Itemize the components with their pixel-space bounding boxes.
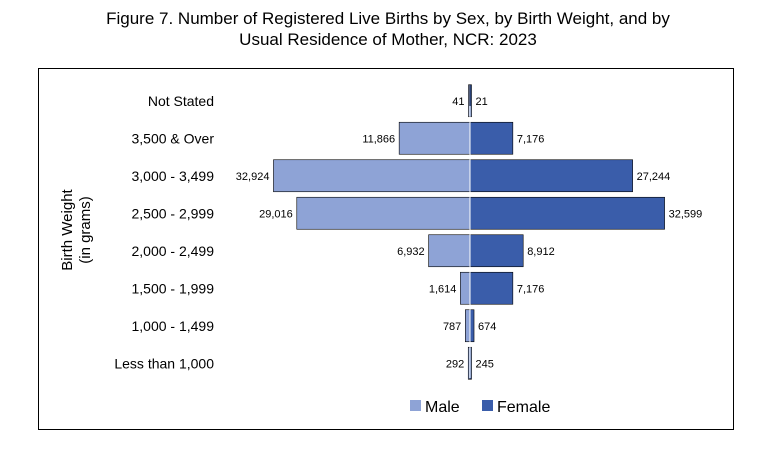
value-label-male: 6,932 [397, 246, 425, 258]
bar-male [273, 159, 471, 193]
value-label-male: 11,866 [362, 133, 395, 145]
bar-male [465, 309, 471, 343]
bar-male [398, 121, 471, 155]
value-label-male: 787 [443, 321, 461, 333]
bar-female [469, 309, 475, 343]
category-label: Less than 1,000 [114, 355, 214, 371]
value-label-female: 27,244 [637, 171, 671, 183]
value-label-female: 7,176 [517, 133, 545, 145]
y-axis-title: Birth Weight (in grams) [59, 188, 94, 270]
value-label-male: 29,016 [259, 208, 293, 220]
bar-male [296, 196, 471, 230]
category-label: 1,500 - 1,999 [131, 280, 214, 296]
value-label-male: 32,924 [236, 171, 270, 183]
value-label-male: 292 [446, 358, 464, 370]
chart-title-line-1: Figure 7. Number of Registered Live Birt… [106, 9, 670, 28]
value-label-female: 21 [476, 96, 488, 108]
value-label-female: 32,599 [669, 208, 703, 220]
bar-male [460, 271, 471, 305]
value-label-male: 1,614 [429, 283, 457, 295]
bar-female [469, 271, 514, 305]
bar-female [469, 159, 633, 193]
legend: Male Female [410, 399, 550, 416]
bar-female [469, 234, 524, 268]
category-label: 1,000 - 1,499 [131, 318, 214, 334]
bar-female [469, 84, 472, 118]
category-label: 3,500 & Over [132, 130, 215, 146]
bar-male [428, 234, 471, 268]
category-label: 2,500 - 2,999 [131, 205, 214, 221]
value-label-female: 8,912 [527, 246, 555, 258]
y-axis-title-line-2: (in grams) [77, 196, 94, 264]
category-label: 2,000 - 2,499 [131, 243, 214, 259]
category-labels: Not Stated 3,500 & Over 3,000 - 3,499 2,500… [114, 93, 214, 372]
value-label-female: 7,176 [517, 283, 545, 295]
value-label-female: 245 [476, 358, 494, 370]
value-label-female: 674 [478, 321, 496, 333]
value-label-male: 41 [452, 96, 464, 108]
y-axis-title-line-1: Birth Weight [59, 188, 76, 270]
legend-label-female: Female [497, 399, 550, 416]
legend-label-male: Male [425, 399, 460, 416]
category-label: 3,000 - 3,499 [131, 168, 214, 184]
category-label: Not Stated [148, 93, 214, 109]
chart-title: Figure 7. Number of Registered Live Birt… [0, 8, 776, 50]
bars [273, 84, 665, 380]
chart-frame [38, 68, 734, 430]
chart-title-line-2: Usual Residence of Mother, NCR: 2023 [239, 30, 537, 49]
legend-swatch-female [482, 400, 493, 411]
bar-female [469, 196, 665, 230]
value-labels: 41 21 11,866 7,176 32,924 27,244 29,016 32,599 6… [236, 96, 702, 371]
legend-swatch-male [410, 400, 421, 411]
bar-female [469, 121, 514, 155]
